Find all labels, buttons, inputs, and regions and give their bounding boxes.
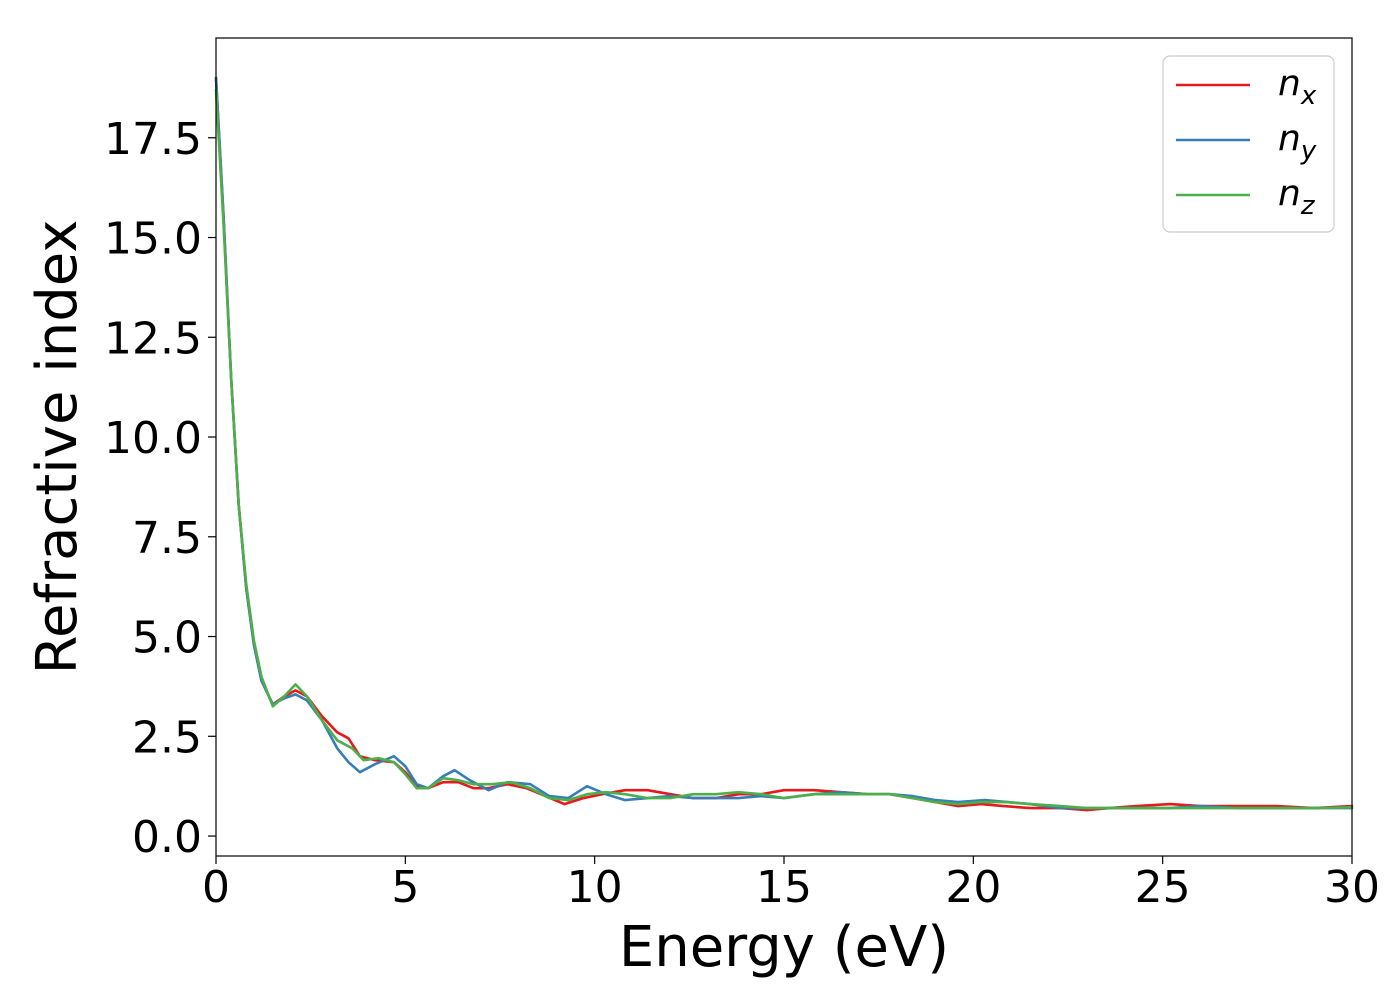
x-tick-label: 0 — [202, 862, 230, 913]
y-tick-label: 2.5 — [132, 712, 202, 763]
x-axis-title: Energy (eV) — [619, 915, 949, 980]
legend-label-x: nx — [1278, 63, 1317, 111]
x-axis-ticks: 0 5 10 15 20 25 30 — [202, 856, 1380, 913]
y-axis-ticks: 0.0 2.5 5.0 7.5 10.0 12.5 15.0 17.5 — [104, 114, 216, 863]
y-axis-title: Refractive index — [25, 220, 90, 675]
x-tick-label: 30 — [1324, 862, 1380, 913]
y-tick-label: 0.0 — [132, 812, 202, 863]
x-tick-label: 25 — [1135, 862, 1191, 913]
legend-label-y: ny — [1278, 118, 1317, 166]
y-tick-label: 12.5 — [104, 313, 202, 364]
series-layer — [214, 76, 1354, 812]
y-tick-label: 17.5 — [104, 114, 202, 165]
x-tick-label: 5 — [391, 862, 419, 913]
x-tick-label: 15 — [756, 862, 812, 913]
y-tick-label: 10.0 — [104, 413, 202, 464]
legend-label-z: nz — [1278, 173, 1316, 221]
y-tick-label: 7.5 — [132, 513, 202, 564]
y-tick-label: 15.0 — [104, 214, 202, 265]
x-tick-label: 20 — [945, 862, 1001, 913]
series-line-x — [214, 76, 1354, 812]
y-tick-label: 5.0 — [132, 613, 202, 664]
legend: nx ny nz — [1162, 55, 1335, 233]
series-line-z — [214, 88, 1354, 810]
x-tick-label: 10 — [567, 862, 623, 913]
legend-frame — [1162, 55, 1335, 233]
